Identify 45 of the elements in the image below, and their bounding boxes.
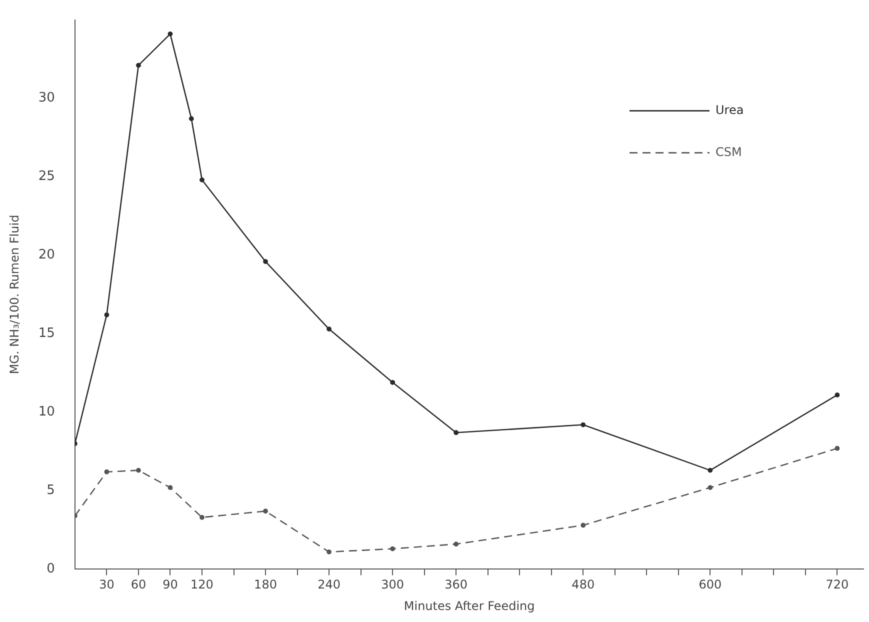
x-tick-label: 480 [572, 578, 595, 592]
point [136, 468, 141, 473]
x-tick-label: 60 [130, 578, 146, 592]
point [580, 522, 586, 528]
x-tick-label: 360 [444, 578, 468, 592]
x-tick-label: 30 [99, 578, 114, 592]
x-tick-label: 240 [318, 578, 340, 592]
x-tick-label: 90 [162, 578, 178, 592]
point [454, 542, 459, 547]
point [390, 546, 396, 552]
point [834, 392, 840, 398]
x-tick-label: 180 [254, 578, 277, 592]
y-tick-label: 10 [38, 404, 55, 420]
x-axis-title: Minutes After Feeding [404, 598, 535, 613]
point [708, 468, 713, 473]
point [326, 549, 332, 554]
x-tick-label: 120 [190, 578, 214, 592]
point [390, 380, 396, 385]
point [104, 312, 110, 318]
y-tick-label: 20 [38, 248, 55, 263]
text: CSM [716, 144, 742, 159]
point [454, 430, 459, 436]
point [104, 469, 110, 474]
point [200, 514, 204, 520]
x-tick-label: 600 [698, 578, 722, 592]
y-axis-title: MG. NH₃/100. Rumen Fluid [7, 214, 22, 374]
point [136, 62, 141, 68]
point [708, 485, 713, 490]
point [188, 116, 194, 122]
point [263, 508, 268, 514]
x-tick-label: 300 [381, 578, 404, 592]
point [580, 422, 586, 428]
y-tick-label: 5 [46, 483, 55, 498]
y-tick-label: 0 [46, 562, 55, 577]
point [200, 177, 204, 182]
x-tick-label: 720 [826, 578, 849, 592]
point [263, 259, 268, 264]
y-tick-label: 15 [38, 326, 55, 342]
y-tick-label: 25 [38, 169, 55, 184]
point [834, 446, 840, 451]
point [168, 485, 173, 490]
point [326, 326, 332, 332]
y-tick-label: 30 [38, 90, 55, 106]
point [168, 31, 173, 36]
text: Urea [716, 102, 744, 117]
